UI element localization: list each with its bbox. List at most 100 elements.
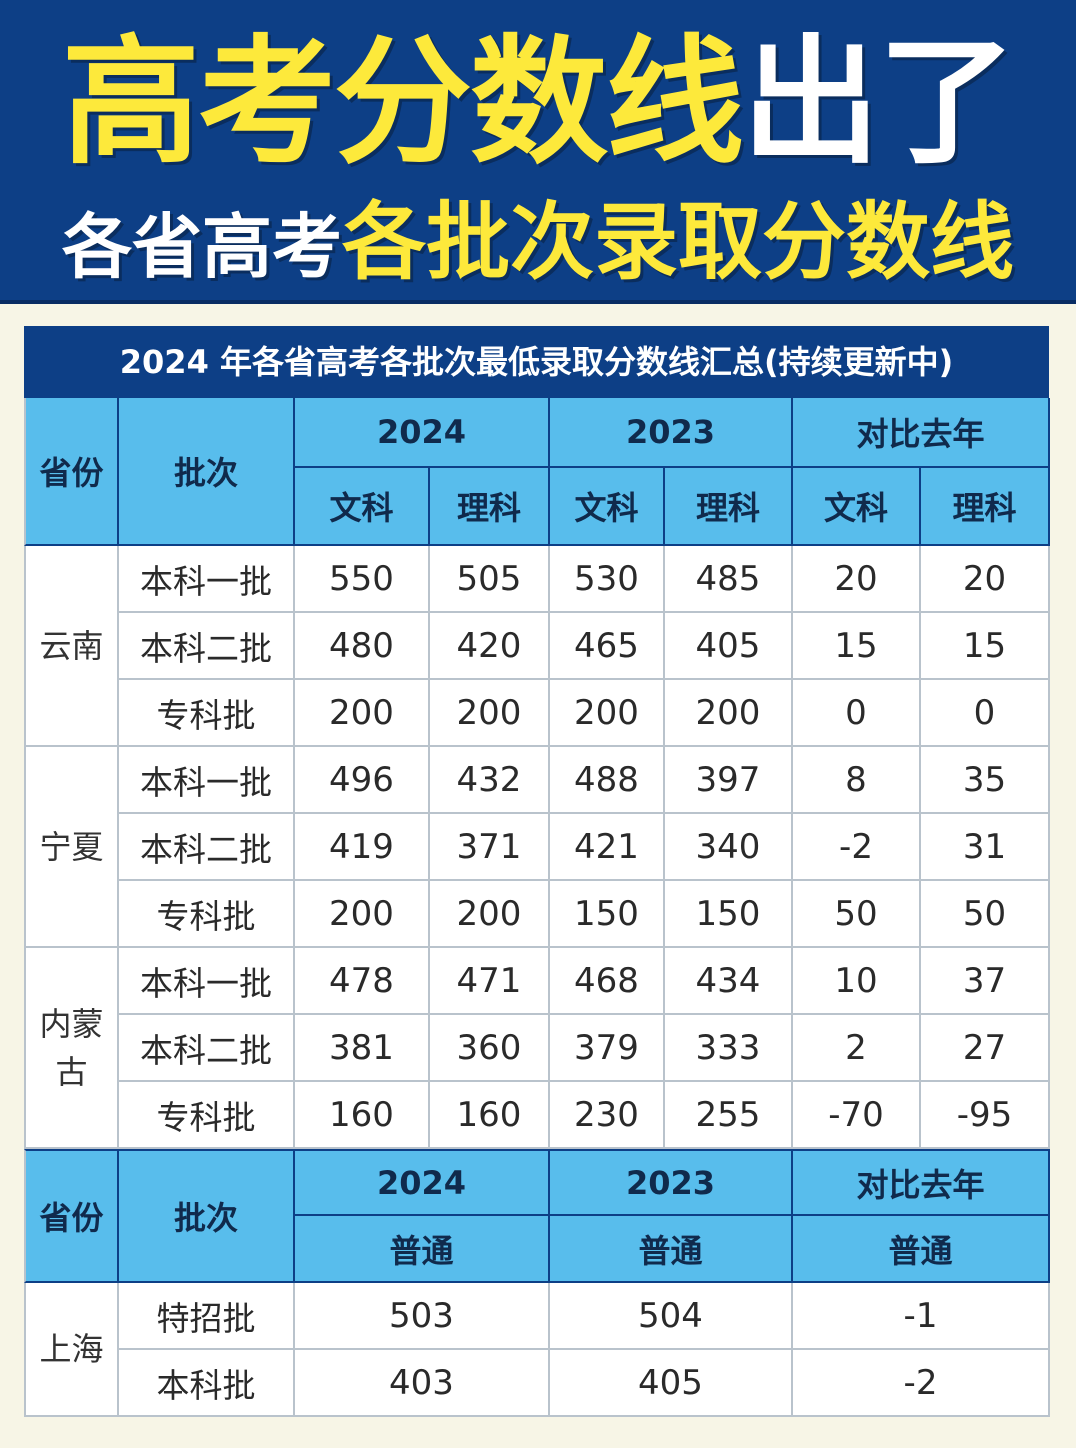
score-cell: 200 <box>430 881 550 948</box>
score-cell: 371 <box>430 814 550 881</box>
diff-cell: 50 <box>921 881 1050 948</box>
score-cell: 333 <box>665 1015 793 1082</box>
header2-2023-general: 普通 <box>550 1216 793 1283</box>
score-cell: 468 <box>550 948 665 1015</box>
diff-cell: 15 <box>921 613 1050 680</box>
diff-cell: 15 <box>793 613 921 680</box>
score-cell: 496 <box>295 747 430 814</box>
score-cell: 200 <box>430 680 550 747</box>
score-cell: 200 <box>550 680 665 747</box>
header2-batch: 批次 <box>119 1149 295 1283</box>
diff-cell: 2 <box>793 1015 921 1082</box>
score-cell: 200 <box>295 881 430 948</box>
header-2023-science: 理科 <box>665 468 793 546</box>
score-cell: 405 <box>665 613 793 680</box>
header-compare-science: 理科 <box>921 468 1050 546</box>
header2-compare-general: 普通 <box>793 1216 1050 1283</box>
header2-2023: 2023 <box>550 1149 793 1216</box>
province-yunnan: 云南 <box>24 546 119 747</box>
score-cell: 465 <box>550 613 665 680</box>
subheadline-yellow: 各批次录取分数线 <box>341 193 1014 291</box>
diff-cell: 37 <box>921 948 1050 1015</box>
batch-cell: 本科一批 <box>119 747 295 814</box>
diff-cell: 0 <box>921 680 1050 747</box>
score-cell: 230 <box>550 1082 665 1149</box>
score-cell: 478 <box>295 948 430 1015</box>
diff-cell: -1 <box>793 1283 1050 1350</box>
province-shanghai: 上海 <box>24 1283 119 1417</box>
diff-cell: 50 <box>793 881 921 948</box>
score-cell: 530 <box>550 546 665 613</box>
score-cell: 340 <box>665 814 793 881</box>
diff-cell: 20 <box>793 546 921 613</box>
subheadline-white: 各省高考 <box>61 206 342 288</box>
score-cell: 255 <box>665 1082 793 1149</box>
batch-cell: 本科二批 <box>119 613 295 680</box>
batch-cell: 专科批 <box>119 680 295 747</box>
score-cell: 485 <box>665 546 793 613</box>
banner-subheadline: 各省高考各批次录取分数线 <box>0 192 1076 292</box>
header2-province: 省份 <box>24 1149 119 1283</box>
headline-yellow: 高考分数线 <box>61 22 744 183</box>
diff-cell: -70 <box>793 1082 921 1149</box>
header-2024-science: 理科 <box>430 468 550 546</box>
header2-2024: 2024 <box>295 1149 550 1216</box>
score-cell: 150 <box>550 881 665 948</box>
diff-cell: 27 <box>921 1015 1050 1082</box>
banner-headline: 高考分数线出了 <box>0 20 1076 185</box>
diff-cell: 8 <box>793 747 921 814</box>
headline-white: 出了 <box>742 22 1016 183</box>
score-cell: 160 <box>430 1082 550 1149</box>
score-cell: 200 <box>665 680 793 747</box>
score-cell: 397 <box>665 747 793 814</box>
header-2023: 2023 <box>550 398 793 468</box>
diff-cell: 20 <box>921 546 1050 613</box>
score-cell: 434 <box>665 948 793 1015</box>
diff-cell: 0 <box>793 680 921 747</box>
diff-cell: -95 <box>921 1082 1050 1149</box>
score-cell: 200 <box>295 680 430 747</box>
batch-cell: 本科一批 <box>119 948 295 1015</box>
score-cell: 421 <box>550 814 665 881</box>
header-province: 省份 <box>24 398 119 546</box>
score-cell: 471 <box>430 948 550 1015</box>
province-ningxia: 宁夏 <box>24 747 119 948</box>
header-2024-arts: 文科 <box>295 468 430 546</box>
batch-cell: 特招批 <box>119 1283 295 1350</box>
score-cell: 150 <box>665 881 793 948</box>
score-cell: 550 <box>295 546 430 613</box>
header-2023-arts: 文科 <box>550 468 665 546</box>
header2-compare: 对比去年 <box>793 1149 1050 1216</box>
batch-cell: 本科一批 <box>119 546 295 613</box>
score-cell: 379 <box>550 1015 665 1082</box>
header2-2024-general: 普通 <box>295 1216 550 1283</box>
score-cell: 505 <box>430 546 550 613</box>
batch-cell: 本科二批 <box>119 1015 295 1082</box>
score-cell: 420 <box>430 613 550 680</box>
score-cell: 160 <box>295 1082 430 1149</box>
batch-cell: 专科批 <box>119 881 295 948</box>
score-cell: 488 <box>550 747 665 814</box>
score-cell: 403 <box>295 1350 550 1417</box>
title-banner: 高考分数线出了 各省高考各批次录取分数线 <box>0 0 1076 304</box>
header-compare-arts: 文科 <box>793 468 921 546</box>
batch-cell: 专科批 <box>119 1082 295 1149</box>
score-cell: 504 <box>550 1283 793 1350</box>
header-batch: 批次 <box>119 398 295 546</box>
score-cell: 419 <box>295 814 430 881</box>
score-cell: 381 <box>295 1015 430 1082</box>
header-compare: 对比去年 <box>793 398 1050 468</box>
score-cell: 360 <box>430 1015 550 1082</box>
score-cell: 503 <box>295 1283 550 1350</box>
diff-cell: 10 <box>793 948 921 1015</box>
diff-cell: -2 <box>793 814 921 881</box>
diff-cell: -2 <box>793 1350 1050 1417</box>
score-cell: 405 <box>550 1350 793 1417</box>
header-2024: 2024 <box>295 398 550 468</box>
province-inner-mongolia: 内蒙古 <box>24 948 119 1149</box>
score-cell: 480 <box>295 613 430 680</box>
diff-cell: 35 <box>921 747 1050 814</box>
table-title: 2024 年各省高考各批次最低录取分数线汇总(持续更新中) <box>24 326 1049 398</box>
score-table: 省份 批次 2024 2023 对比去年 文科 理科 文科 理科 文科 理科 云… <box>24 398 1050 1417</box>
score-cell: 432 <box>430 747 550 814</box>
